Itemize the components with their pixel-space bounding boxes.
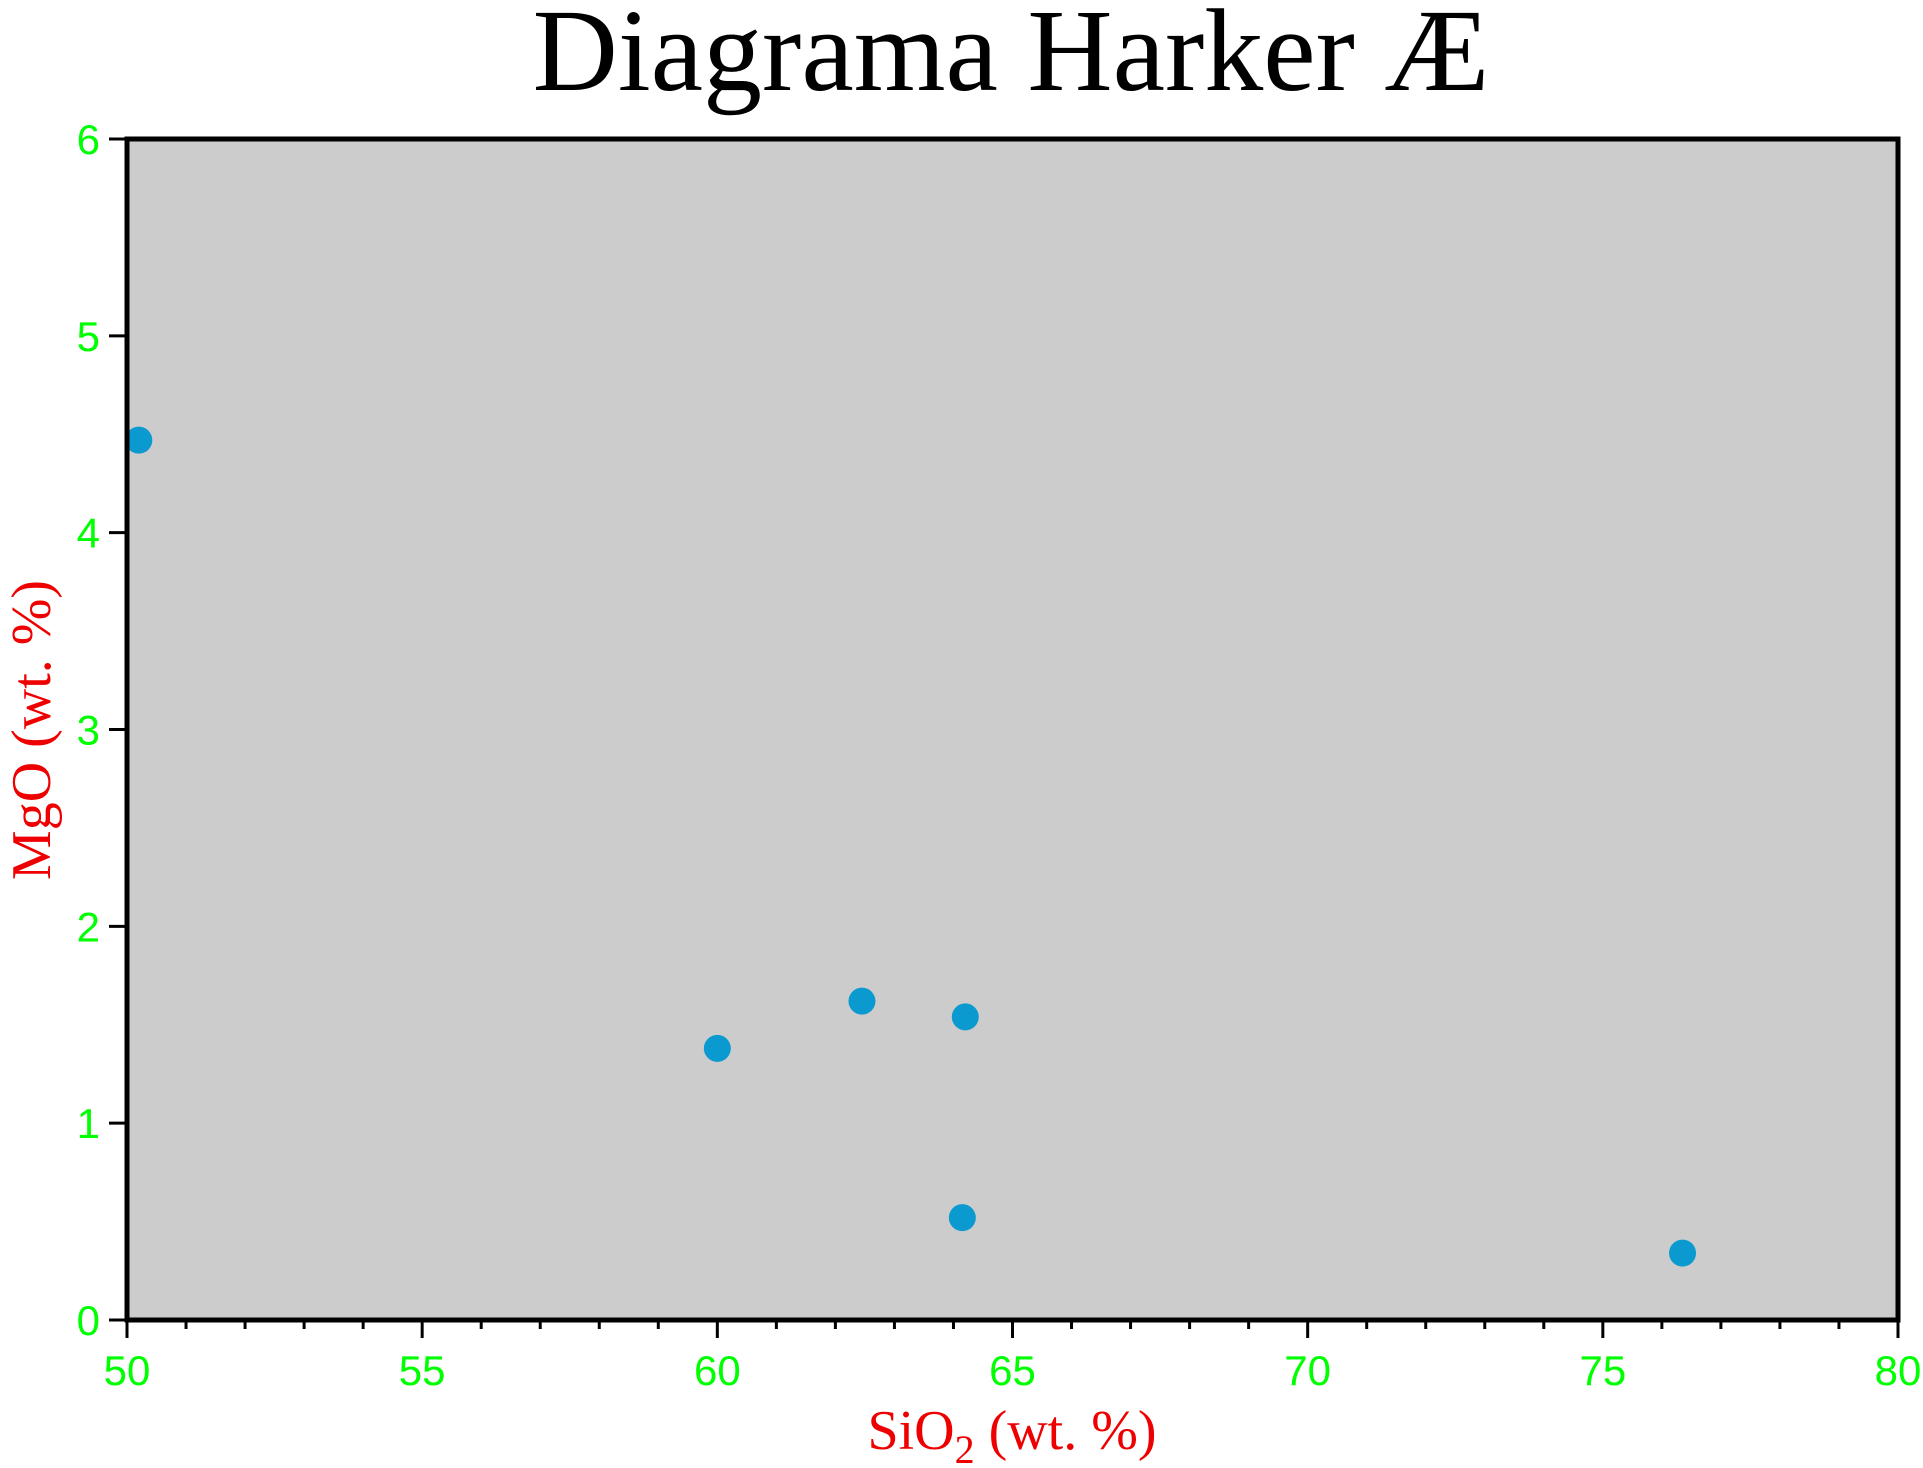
data-point — [125, 426, 153, 454]
y-tick-label: 4 — [77, 510, 100, 557]
x-axis-label-suffix: (wt. %) — [975, 1400, 1157, 1462]
y-tick-label: 2 — [77, 903, 100, 950]
plot-area — [127, 139, 1898, 1320]
x-axis-label-main: SiO — [867, 1400, 954, 1462]
data-point — [848, 987, 876, 1015]
y-tick-label: 6 — [77, 116, 100, 163]
chart-title: Diagrama Harker Æ — [533, 0, 1490, 116]
x-axis-label-subscript: 2 — [955, 1427, 975, 1468]
x-tick-label: 65 — [989, 1347, 1036, 1394]
plot-frame — [124, 136, 1901, 1323]
tick-labels: 50 55 60 65 70 75 80 0 1 2 3 4 5 6 — [77, 116, 1922, 1394]
x-tick-label: 55 — [399, 1347, 446, 1394]
x-axis-label: SiO2 (wt. %) — [867, 1400, 1156, 1468]
y-tick-label: 1 — [77, 1100, 100, 1147]
x-tick-label: 60 — [694, 1347, 741, 1394]
data-points — [125, 426, 1697, 1267]
data-point — [948, 1204, 976, 1232]
x-tick-label: 70 — [1284, 1347, 1331, 1394]
data-point — [951, 1003, 979, 1031]
y-tick-label: 0 — [77, 1297, 100, 1344]
x-tick-label: 75 — [1579, 1347, 1626, 1394]
y-tick-label: 5 — [77, 313, 100, 360]
data-point — [703, 1034, 731, 1062]
y-tick-label: 3 — [77, 707, 100, 754]
x-tick-label: 80 — [1875, 1347, 1922, 1394]
x-tick-label: 50 — [104, 1347, 151, 1394]
data-point — [1669, 1239, 1697, 1267]
y-axis-label: MgO (wt. %) — [1, 580, 63, 880]
